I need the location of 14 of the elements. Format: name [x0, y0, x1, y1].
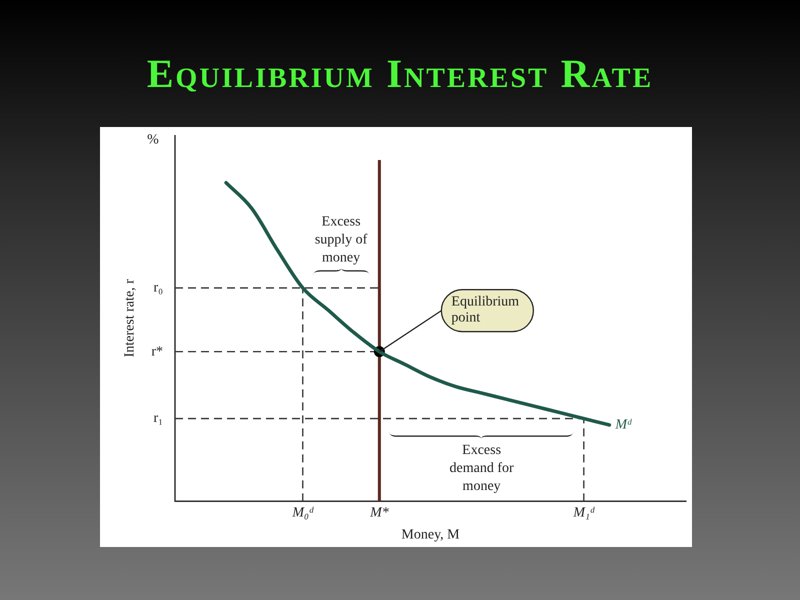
text: %	[147, 132, 160, 148]
x-axis-title: Money, M	[401, 527, 460, 542]
chart-title: Equilibrium Interest Rate	[146, 50, 654, 97]
x-tick-label: M₀ᵈ	[291, 505, 314, 520]
x-tick-label: M*	[369, 505, 389, 520]
series-label: Mᵈ	[614, 418, 632, 433]
ref-line-label: r*	[151, 344, 163, 360]
ref-line-label: r₁	[153, 411, 163, 426]
annotation: Equilibrium point	[451, 294, 520, 326]
ref-line-label: r₀	[153, 280, 164, 296]
annotation: Excess supply of money	[314, 214, 368, 266]
x-tick-label: M₁ᵈ	[572, 505, 595, 520]
y-axis-title: Interest rate, r	[122, 278, 138, 358]
annotation: Excess demand for money	[450, 443, 514, 494]
